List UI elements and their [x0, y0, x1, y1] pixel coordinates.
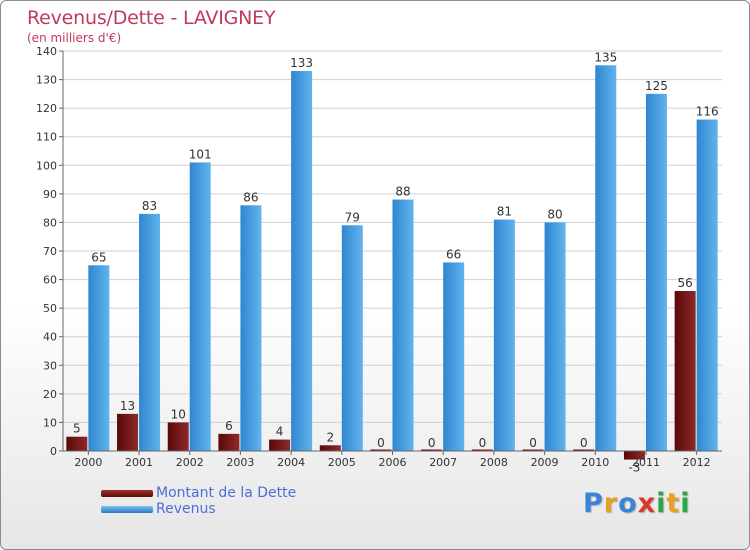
bar-dette: [167, 422, 189, 451]
data-label-dette: 0: [580, 436, 588, 450]
bar-revenus: [645, 93, 667, 451]
bar-dette: [269, 439, 291, 451]
bar-dette: [421, 449, 443, 451]
legend-label-revenus: Revenus: [156, 501, 216, 517]
y-tick-label: 60: [43, 274, 57, 287]
legend-label-dette: Montant de la Dette: [156, 485, 297, 501]
logo-letter: t: [666, 488, 681, 519]
data-label-dette: 10: [171, 407, 186, 421]
y-tick-label: 80: [43, 216, 57, 229]
data-label-dette: -3: [628, 461, 640, 475]
data-label-revenus: 133: [290, 56, 313, 70]
y-tick-label: 140: [36, 45, 57, 58]
proxiti-logo: Proxiti: [583, 488, 691, 519]
x-tick-label: 2002: [176, 456, 204, 469]
data-label-revenus: 125: [645, 79, 668, 93]
x-tick-label: 2004: [277, 456, 305, 469]
x-tick-label: 2012: [683, 456, 711, 469]
logo-letter: i: [656, 488, 667, 519]
chart-title: Revenus/Dette - LAVIGNEY: [27, 7, 276, 29]
logo-letter: o: [618, 488, 638, 519]
data-label-dette: 13: [120, 399, 135, 413]
x-tick-label: 2006: [379, 456, 407, 469]
data-label-dette: 5: [73, 422, 81, 436]
y-tick-label: 130: [36, 74, 57, 87]
bar-dette: [218, 433, 240, 451]
data-label-dette: 0: [377, 436, 385, 450]
logo-letter: i: [680, 488, 691, 519]
legend-swatch-dette: [101, 490, 153, 497]
bar-revenus: [696, 119, 718, 452]
bar-revenus: [595, 65, 617, 452]
bar-revenus: [189, 162, 211, 451]
x-tick-label: 2000: [74, 456, 102, 469]
y-tick-label: 90: [43, 188, 57, 201]
data-label-revenus: 86: [243, 190, 258, 204]
y-tick-label: 70: [43, 245, 57, 258]
y-tick-label: 10: [43, 416, 57, 429]
data-label-revenus: 65: [91, 250, 106, 264]
data-label-dette: 0: [529, 436, 537, 450]
data-label-revenus: 83: [142, 199, 157, 213]
bar-dette: [573, 449, 595, 451]
data-label-revenus: 88: [395, 185, 410, 199]
bar-revenus: [544, 222, 566, 451]
data-label-dette: 4: [276, 425, 284, 439]
bar-dette: [674, 291, 696, 451]
bar-revenus: [88, 265, 110, 451]
y-tick-label: 50: [43, 302, 57, 315]
data-label-dette: 0: [479, 436, 487, 450]
bar-dette: [522, 449, 544, 451]
bar-revenus: [341, 225, 363, 451]
bar-revenus: [139, 213, 161, 451]
bar-dette: [66, 436, 88, 451]
y-tick-label: 40: [43, 331, 57, 344]
data-label-revenus: 101: [189, 147, 212, 161]
y-tick-label: 120: [36, 102, 57, 115]
data-label-dette: 56: [678, 276, 693, 290]
bar-dette: [319, 445, 341, 451]
x-tick-label: 2001: [125, 456, 153, 469]
data-label-dette: 0: [428, 436, 436, 450]
data-label-dette: 2: [326, 430, 334, 444]
logo-letter: r: [603, 488, 619, 519]
data-label-revenus: 135: [594, 50, 617, 64]
data-label-revenus: 80: [547, 207, 562, 221]
data-label-revenus: 66: [446, 247, 461, 261]
data-label-dette: 6: [225, 419, 233, 433]
y-tick-label: 0: [50, 445, 57, 458]
chart-subtitle: (en milliers d'€): [27, 31, 122, 45]
logo-letter: x: [637, 488, 657, 519]
legend-swatch-revenus: [101, 506, 153, 513]
data-label-revenus: 79: [345, 210, 360, 224]
bar-revenus: [392, 199, 414, 451]
bar-dette: [623, 451, 645, 460]
x-tick-label: 2005: [328, 456, 356, 469]
bar-revenus: [443, 262, 465, 451]
x-tick-label: 2007: [429, 456, 457, 469]
bar-dette: [117, 413, 139, 451]
bar-revenus: [493, 219, 515, 451]
data-label-revenus: 81: [497, 205, 512, 219]
bar-revenus: [240, 205, 262, 451]
bar-revenus: [291, 71, 313, 451]
x-tick-label: 2003: [226, 456, 254, 469]
x-tick-label: 2010: [581, 456, 609, 469]
x-tick-label: 2008: [480, 456, 508, 469]
x-tick-label: 2009: [531, 456, 559, 469]
y-tick-label: 30: [43, 359, 57, 372]
y-tick-label: 100: [36, 159, 57, 172]
logo-letter: P: [583, 488, 604, 519]
bar-dette: [471, 449, 493, 451]
y-tick-label: 110: [36, 131, 57, 144]
bar-dette: [370, 449, 392, 451]
x-tick-label: 2011: [632, 456, 660, 469]
data-label-revenus: 116: [696, 105, 719, 119]
y-tick-label: 20: [43, 388, 57, 401]
